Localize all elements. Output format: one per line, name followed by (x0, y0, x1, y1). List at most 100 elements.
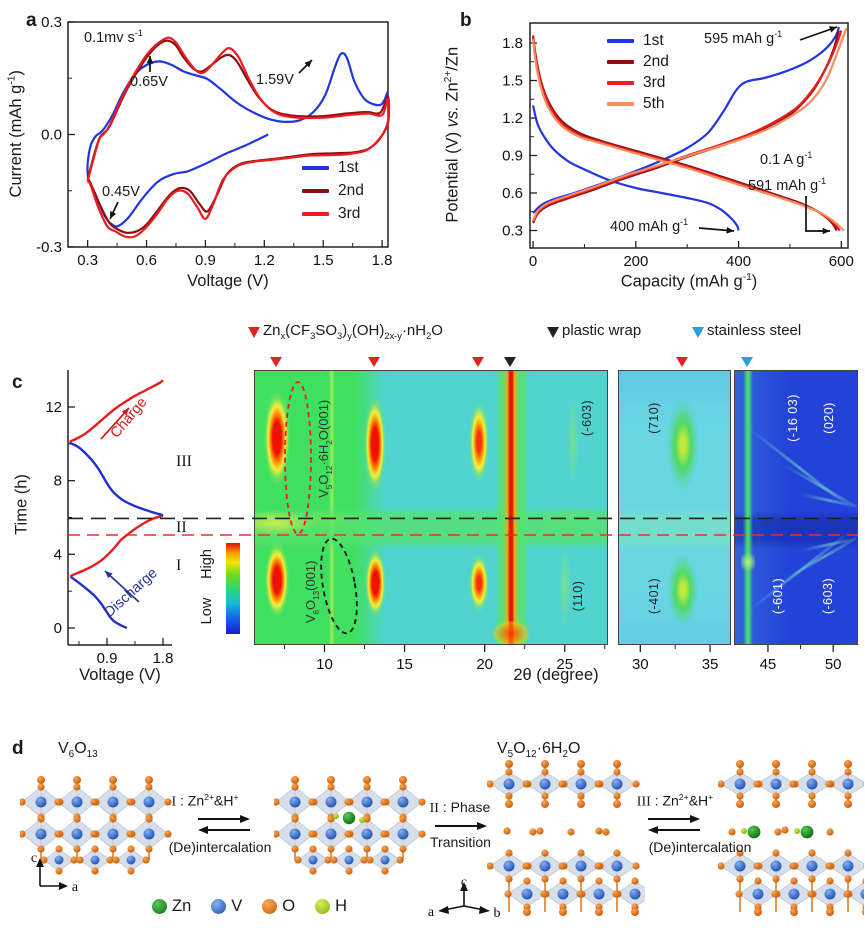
legend-label: 5th (643, 95, 665, 112)
plane-index-label: (-603) (580, 399, 595, 437)
tick-label: 1.2 (254, 252, 275, 269)
colorbar (226, 543, 240, 634)
insitu-curve-discharge-2 (68, 441, 164, 517)
gcd-curve-5th (532, 39, 845, 232)
gcd-curve-1st (532, 105, 740, 231)
legend-label: 1st (643, 32, 664, 49)
legend-item: 1st (302, 159, 364, 177)
tick-label: 0.3 (77, 252, 98, 269)
panel-b-legend: 1st 2nd 3rd 5th (607, 32, 669, 113)
tick-label: 0 (54, 620, 62, 637)
xrd-heatmap-segment-2 (618, 370, 731, 645)
xrd-intensity-streak (361, 383, 390, 505)
panel-a-x-axis-title: Voltage (V) (187, 272, 269, 290)
xrd-peak-marker-icon (504, 357, 517, 367)
atom-zn-icon (152, 899, 167, 914)
tick-label: 400 (726, 253, 751, 270)
reaction-3-sublabel: (De)intercalation (648, 839, 752, 855)
region-label-III: III (176, 453, 192, 471)
atom-legend: Zn V O H (152, 897, 347, 916)
panel-c-letter: c (12, 372, 23, 393)
xrd-peak-marker-icon (270, 357, 283, 367)
reaction-1-sublabel: (De)intercalation (168, 839, 272, 855)
tick-label: 1.8 (502, 35, 523, 52)
tick-label: 50 (825, 656, 842, 673)
reaction-3-label: III : Zn2+&H+ (636, 792, 714, 810)
tick-label: a (72, 880, 79, 895)
tick-label: 0.9 (97, 650, 118, 667)
legend-item: 3rd (607, 74, 669, 92)
atom-label: V (231, 897, 243, 915)
tick-label: 1.5 (502, 73, 523, 90)
struct1-title: V6O13 (58, 740, 98, 761)
phase-label-v5o12: V5O12·6H2O(001) (316, 399, 334, 498)
xrd-peak-marker-icon (472, 357, 485, 367)
panel-a-y-axis-title: Current (mAh g-1) (6, 70, 25, 198)
tick-label: 4 (54, 546, 62, 563)
capacity-400-annotation: 400 mAh g-1 (610, 217, 689, 235)
tick-label: 0.3 (41, 14, 62, 31)
tick-label: 45 (760, 656, 777, 673)
tick-label: -0.3 (36, 239, 62, 256)
tick-label: 0.6 (136, 252, 157, 269)
legend-swatch-line (607, 81, 634, 85)
xrd-faint-trace (800, 536, 857, 552)
xrd-intensity-streak (662, 385, 705, 505)
reaction-2-sublabel: Transition (430, 834, 491, 850)
tick-label: 0.0 (41, 127, 62, 144)
panel-b-x-axis-title: Capacity (mAh g-1) (620, 272, 758, 291)
legend-swatch-line (607, 60, 634, 64)
panel-b-letter: b (460, 10, 472, 31)
legend-triangle-plasticwrap-icon (547, 327, 559, 338)
legend-label: 3rd (643, 74, 666, 91)
panel-c-voltage-axis-title: Voltage (V) (79, 666, 161, 684)
legend-label: 2nd (643, 53, 669, 70)
plane-index-label: (-401) (647, 577, 662, 615)
panel-d-letter: d (12, 738, 24, 759)
atom-v-icon (211, 899, 227, 914)
atom-legend-item: Zn (152, 897, 191, 916)
tick-label: 600 (829, 253, 854, 270)
tick-label: 1.5 (313, 252, 334, 269)
legend-triangle-stainless-icon (692, 327, 704, 338)
legend-label: 2nd (338, 182, 364, 199)
legend-label: 3rd (338, 205, 361, 222)
struct3-title: V5O12·6H2O (497, 740, 581, 761)
xrd-intensity-streak (361, 539, 389, 627)
structure-v6o13 (20, 776, 172, 875)
panel-a-letter: a (26, 10, 37, 31)
colorbar-high-label: High (199, 549, 215, 579)
peak-159-annotation: 1.59V (256, 72, 294, 88)
tick-label: 200 (623, 253, 648, 270)
plane-index-label: (710) (647, 402, 662, 434)
tick-label: 12 (45, 399, 62, 416)
legend-plasticwrap-label: plastic wrap (562, 322, 642, 339)
xrd-intensity-streak (466, 545, 493, 621)
tick-label: 10 (316, 656, 333, 673)
peak-065-annotation: 0.65V (130, 74, 168, 90)
plastic-wrap-line (503, 371, 520, 644)
tick-label: 0 (529, 253, 537, 270)
reaction-2-label: II : Phase (429, 799, 491, 816)
charge-label: Charge (107, 394, 151, 442)
plane-index-label: (110) (570, 580, 585, 612)
legend-item: 5th (607, 95, 669, 113)
plane-index-label: (-601) (771, 577, 786, 615)
structure-v5o12-6h2o (487, 760, 645, 916)
crystal-axes-ca-icon: ca (31, 852, 79, 895)
panel-b-y-axis-title: Potential (V) vs. Zn2+/Zn (442, 46, 462, 223)
tick-label: 1.8 (372, 252, 393, 269)
xrd-peak-marker-icon (368, 357, 381, 367)
legend-item: 1st (607, 32, 669, 50)
panel-a-legend: 1st 2nd 3rd (302, 159, 364, 223)
gcd-curve-3rd (532, 36, 841, 232)
xrd-intensity-streak (493, 621, 530, 644)
tick-label: 15 (396, 656, 413, 673)
xrd-intensity-streak (741, 551, 756, 573)
region-label-I: I (176, 557, 182, 575)
atom-o-icon (262, 899, 278, 914)
tick-label: 1.8 (153, 650, 174, 667)
legend-item: 2nd (607, 53, 669, 71)
legend-swatch-line (607, 102, 634, 106)
